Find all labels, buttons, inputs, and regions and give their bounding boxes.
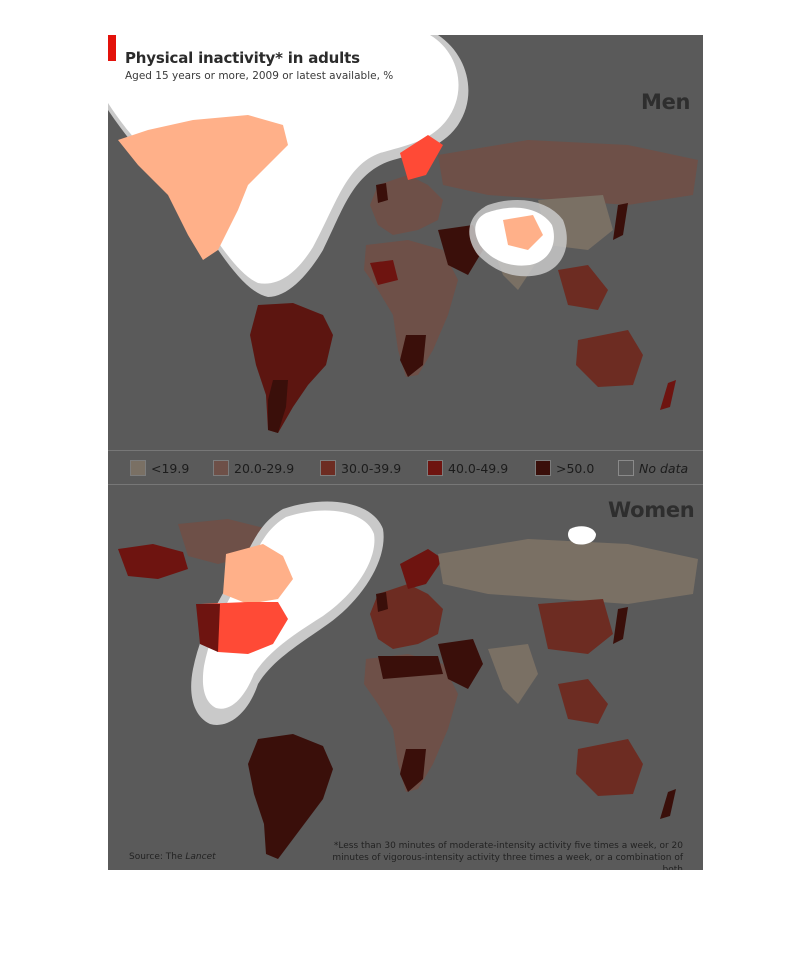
- men-label: Men: [641, 90, 691, 114]
- men-map: [108, 35, 698, 433]
- europe-men: [370, 175, 443, 235]
- legend-swatch-3: [320, 460, 336, 476]
- west-africa-men: [370, 260, 398, 285]
- women-highlight-white: [202, 510, 375, 709]
- south-america-women: [248, 734, 333, 859]
- japan-women: [613, 607, 628, 644]
- footnote: *Less than 30 minutes of moderate-intens…: [332, 841, 683, 870]
- legend-item-6: No data: [618, 459, 688, 477]
- australia-women: [576, 739, 643, 796]
- west-us-women: [196, 604, 220, 652]
- women-map: [118, 501, 698, 859]
- chart-subtitle: Aged 15 years or more, 2009 or latest av…: [125, 70, 394, 82]
- legend-swatch-4: [427, 460, 443, 476]
- new-zealand-men: [660, 380, 676, 410]
- legend-item-5: >50.0: [535, 459, 594, 477]
- australia-men: [576, 330, 643, 387]
- japan-men: [613, 203, 628, 240]
- legend-item-2: 20.0-29.9: [213, 459, 294, 477]
- southeast-asia-men: [558, 265, 608, 310]
- southern-africa-women: [400, 749, 426, 792]
- legend: <19.9 20.0-29.9 30.0-39.9 40.0-49.9 >50.…: [108, 450, 703, 485]
- header: Physical inactivity* in adults Aged 15 y…: [108, 35, 703, 105]
- legend-item-1: <19.9: [130, 459, 189, 477]
- legend-label-2: 20.0-29.9: [234, 460, 295, 476]
- chart-title: Physical inactivity* in adults: [125, 49, 360, 67]
- source-prefix: Source: The: [129, 852, 186, 862]
- legend-label-4: 40.0-49.9: [448, 460, 509, 476]
- scandinavia-men: [400, 135, 443, 180]
- canada-women-highlight: [223, 544, 293, 604]
- legend-swatch-5: [535, 460, 551, 476]
- argentina-men: [268, 380, 288, 433]
- legend-label-3: 30.0-39.9: [341, 460, 402, 476]
- source-italic: Lancet: [185, 852, 216, 862]
- new-zealand-women: [660, 789, 676, 819]
- uk-men: [376, 183, 388, 203]
- legend-item-3: 30.0-39.9: [320, 459, 401, 477]
- scandinavia-women: [400, 549, 443, 589]
- uk-women: [376, 592, 388, 612]
- women-label: Women: [608, 498, 695, 522]
- legend-item-4: 40.0-49.9: [427, 459, 508, 477]
- legend-label-6: No data: [639, 460, 689, 476]
- source: Source: The Lancet: [129, 852, 216, 862]
- south-asia-women: [488, 644, 538, 704]
- legend-swatch-2: [213, 460, 229, 476]
- women-russia-highlight: [568, 526, 596, 545]
- russia-women: [438, 539, 698, 604]
- europe-women: [370, 584, 443, 649]
- legend-label-5: >50.0: [556, 460, 595, 476]
- africa-women: [364, 654, 458, 792]
- men-highlight-white: [108, 35, 459, 284]
- middle-east-women: [438, 639, 483, 689]
- china-men-highlight: [503, 215, 543, 250]
- red-tag: [108, 35, 116, 61]
- southeast-asia-women: [558, 679, 608, 724]
- greenland-men: [283, 100, 343, 150]
- usa-women-highlight: [200, 602, 288, 654]
- figure: Physical inactivity* in adults Aged 15 y…: [108, 35, 703, 870]
- legend-label-1: <19.9: [151, 460, 190, 476]
- southern-africa-men: [400, 335, 426, 377]
- north-america-men: [118, 115, 288, 260]
- legend-swatch-1: [130, 460, 146, 476]
- east-asia-women: [538, 599, 613, 654]
- legend-swatch-6: [618, 460, 634, 476]
- north-africa-women: [378, 656, 443, 679]
- alaska-women: [118, 544, 188, 579]
- russia-men: [438, 140, 698, 205]
- south-america-men: [250, 303, 333, 433]
